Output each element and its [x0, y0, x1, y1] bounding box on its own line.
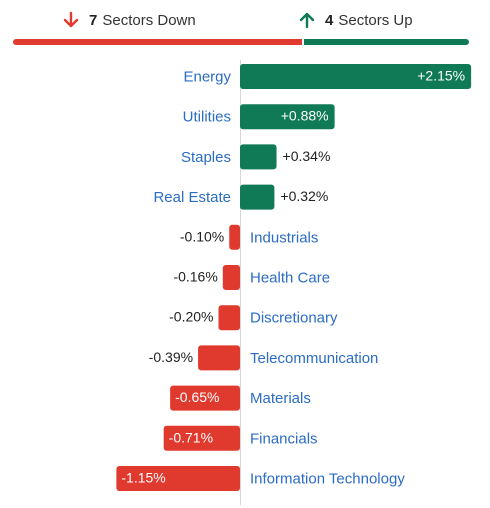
bar-utilities — [240, 104, 335, 130]
category-label[interactable]: Telecommunication — [250, 350, 378, 367]
bar-staples — [240, 144, 277, 170]
sectors-down-label: Sectors Down — [102, 11, 196, 29]
arrow-up-icon — [299, 12, 315, 29]
value-label: -0.20% — [169, 309, 213, 325]
sectors-down-count: 7 — [89, 11, 98, 29]
category-label[interactable]: Discretionary — [250, 310, 338, 327]
value-label: -0.71% — [169, 429, 213, 445]
bar-energy — [240, 64, 472, 89]
sectors-up-bar — [304, 39, 469, 45]
category-label[interactable]: Utilities — [183, 109, 231, 126]
value-label: -0.16% — [173, 269, 217, 285]
sectors-up-label: Sectors Up — [338, 11, 413, 29]
bar-materials — [170, 385, 240, 411]
value-label: -0.10% — [180, 228, 224, 244]
arrow-down-icon — [63, 11, 79, 28]
bar-health-care — [222, 265, 240, 290]
category-label[interactable]: Financials — [250, 430, 318, 447]
category-label[interactable]: Information Technology — [250, 471, 405, 488]
bar-information-technology — [116, 466, 240, 491]
category-label[interactable]: Real Estate — [153, 189, 231, 206]
value-label: +0.32% — [280, 188, 328, 204]
value-label: -1.15% — [121, 470, 165, 486]
bar-real-estate — [240, 184, 275, 210]
bar-industrials — [229, 224, 240, 250]
bar-telecommunication — [198, 345, 240, 371]
value-label: +2.15% — [417, 68, 465, 84]
sectors-down-summary: 7 Sectors Down — [62, 9, 196, 31]
value-label: -0.39% — [149, 349, 193, 365]
sectors-up-summary: 4 Sectors Up — [298, 9, 413, 31]
bar-financials — [163, 425, 240, 451]
value-label: +0.34% — [283, 148, 331, 164]
value-label: -0.65% — [175, 389, 219, 405]
category-label[interactable]: Materials — [250, 390, 311, 407]
category-label[interactable]: Energy — [183, 69, 231, 86]
bar-discretionary — [218, 305, 240, 331]
sectors-down-bar — [13, 39, 302, 45]
category-label[interactable]: Industrials — [250, 229, 318, 246]
category-label[interactable]: Health Care — [250, 270, 330, 287]
value-label: +0.88% — [281, 108, 329, 124]
category-label[interactable]: Staples — [181, 149, 231, 166]
sectors-up-count: 4 — [325, 11, 334, 29]
